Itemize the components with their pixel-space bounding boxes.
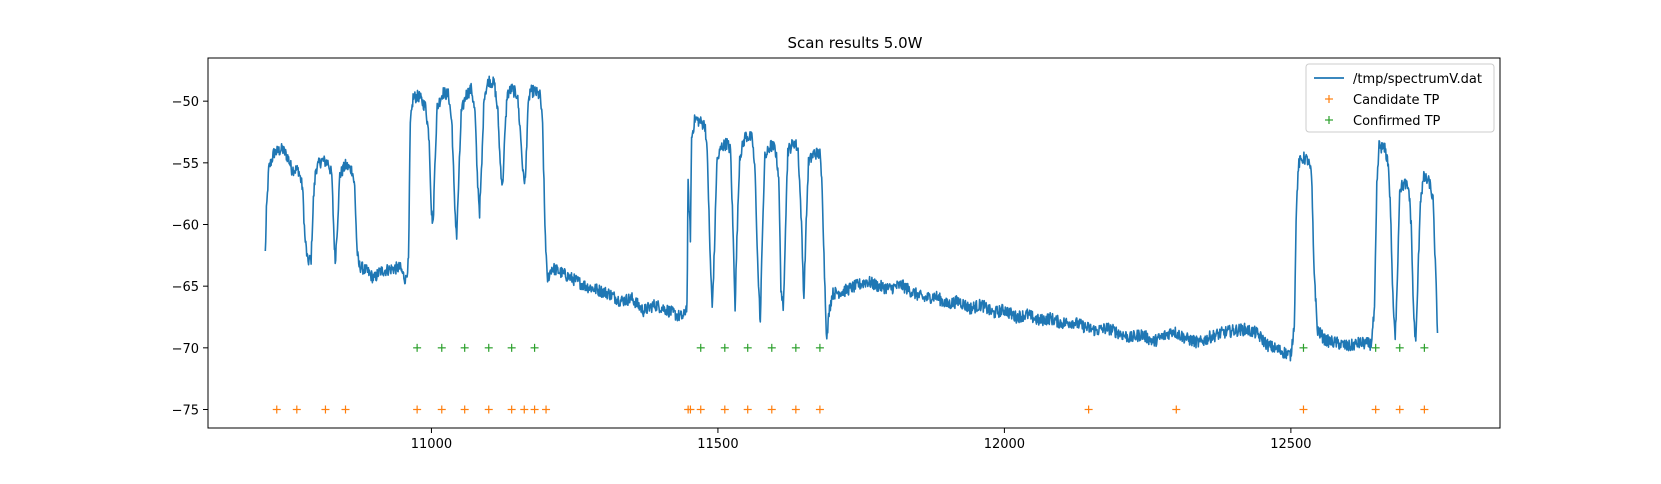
legend-entry: Candidate TP <box>1325 93 1440 108</box>
confirmed-tp-marker <box>460 343 469 352</box>
candidate-tp-marker <box>341 405 350 414</box>
confirmed-tp-marker <box>815 343 824 352</box>
legend-label: /tmp/spectrumV.dat <box>1353 72 1482 87</box>
confirmed-tp-marker <box>437 343 446 352</box>
candidate-tp-marker <box>815 405 824 414</box>
candidate-tp-marker <box>292 405 301 414</box>
confirmed-tp-marker <box>1299 343 1308 352</box>
chart-title: Scan results 5.0W <box>788 34 923 52</box>
y-tick-label: −50 <box>172 95 199 110</box>
legend: /tmp/spectrumV.dat Candidate TP Confirmed … <box>1305 63 1495 133</box>
confirmed-tp-marker <box>791 343 800 352</box>
plot-frame <box>207 57 1501 429</box>
y-tick-label: −75 <box>172 404 199 419</box>
candidate-tp-marker <box>686 405 695 414</box>
candidate-tp-marker <box>1371 405 1380 414</box>
legend-entry: Confirmed TP <box>1325 114 1441 129</box>
y-tick-label: −55 <box>172 157 199 172</box>
candidate-tp-marker <box>520 405 529 414</box>
candidate-tp-marker <box>272 405 281 414</box>
candidate-tp-marker <box>1395 405 1404 414</box>
x-tick-label: 12500 <box>1270 437 1311 452</box>
y-tick-label: −70 <box>172 342 199 357</box>
series-line-spectrum <box>264 75 1439 362</box>
legend-entry: /tmp/spectrumV.dat <box>1314 72 1482 87</box>
candidate-tp-marker <box>743 405 752 414</box>
confirmed-tp-marker <box>767 343 776 352</box>
legend-marker-swatch <box>1325 116 1333 124</box>
candidate-tp-marker <box>530 405 539 414</box>
confirmed-tp-marker <box>413 343 422 352</box>
candidate-tp-marker <box>507 405 516 414</box>
candidate-tp-marker <box>542 405 551 414</box>
confirmed-tp-marker <box>507 343 516 352</box>
legend-marker-swatch <box>1325 95 1333 103</box>
candidate-tp-marker <box>437 405 446 414</box>
legend-label: Candidate TP <box>1353 93 1440 108</box>
y-tick-label: −65 <box>172 280 199 295</box>
candidate-tp-marker <box>1299 405 1308 414</box>
candidate-tp-marker <box>767 405 776 414</box>
candidate-tp-marker <box>460 405 469 414</box>
candidate-tp-marker <box>1172 405 1181 414</box>
plot-area <box>264 75 1439 414</box>
candidate-tp-marker <box>720 405 729 414</box>
candidate-tp-marker <box>321 405 330 414</box>
x-tick-label: 12000 <box>984 437 1025 452</box>
confirmed-tp-marker <box>484 343 493 352</box>
confirmed-tp-marker <box>696 343 705 352</box>
axes: 11000 11500 12000 12500 −75 −70 −65 −60 −55 −50 <box>172 57 1501 452</box>
confirmed-tp-marker <box>1420 343 1429 352</box>
x-tick-label: 11500 <box>697 437 738 452</box>
confirmed-tp-marker <box>1395 343 1404 352</box>
candidate-tp-marker <box>1084 405 1093 414</box>
y-tick-label: −60 <box>172 219 199 234</box>
legend-label: Confirmed TP <box>1353 114 1441 129</box>
candidate-tp-marker <box>791 405 800 414</box>
candidate-tp-marker <box>413 405 422 414</box>
x-tick-label: 11000 <box>411 437 452 452</box>
confirmed-tp-marker <box>530 343 539 352</box>
confirmed-tp-marker <box>1371 343 1380 352</box>
confirmed-tp-marker <box>743 343 752 352</box>
legend-box <box>1305 63 1495 133</box>
confirmed-tp-marker <box>720 343 729 352</box>
candidate-tp-marker <box>484 405 493 414</box>
candidate-tp-marker <box>696 405 705 414</box>
candidate-tp-marker <box>1420 405 1429 414</box>
